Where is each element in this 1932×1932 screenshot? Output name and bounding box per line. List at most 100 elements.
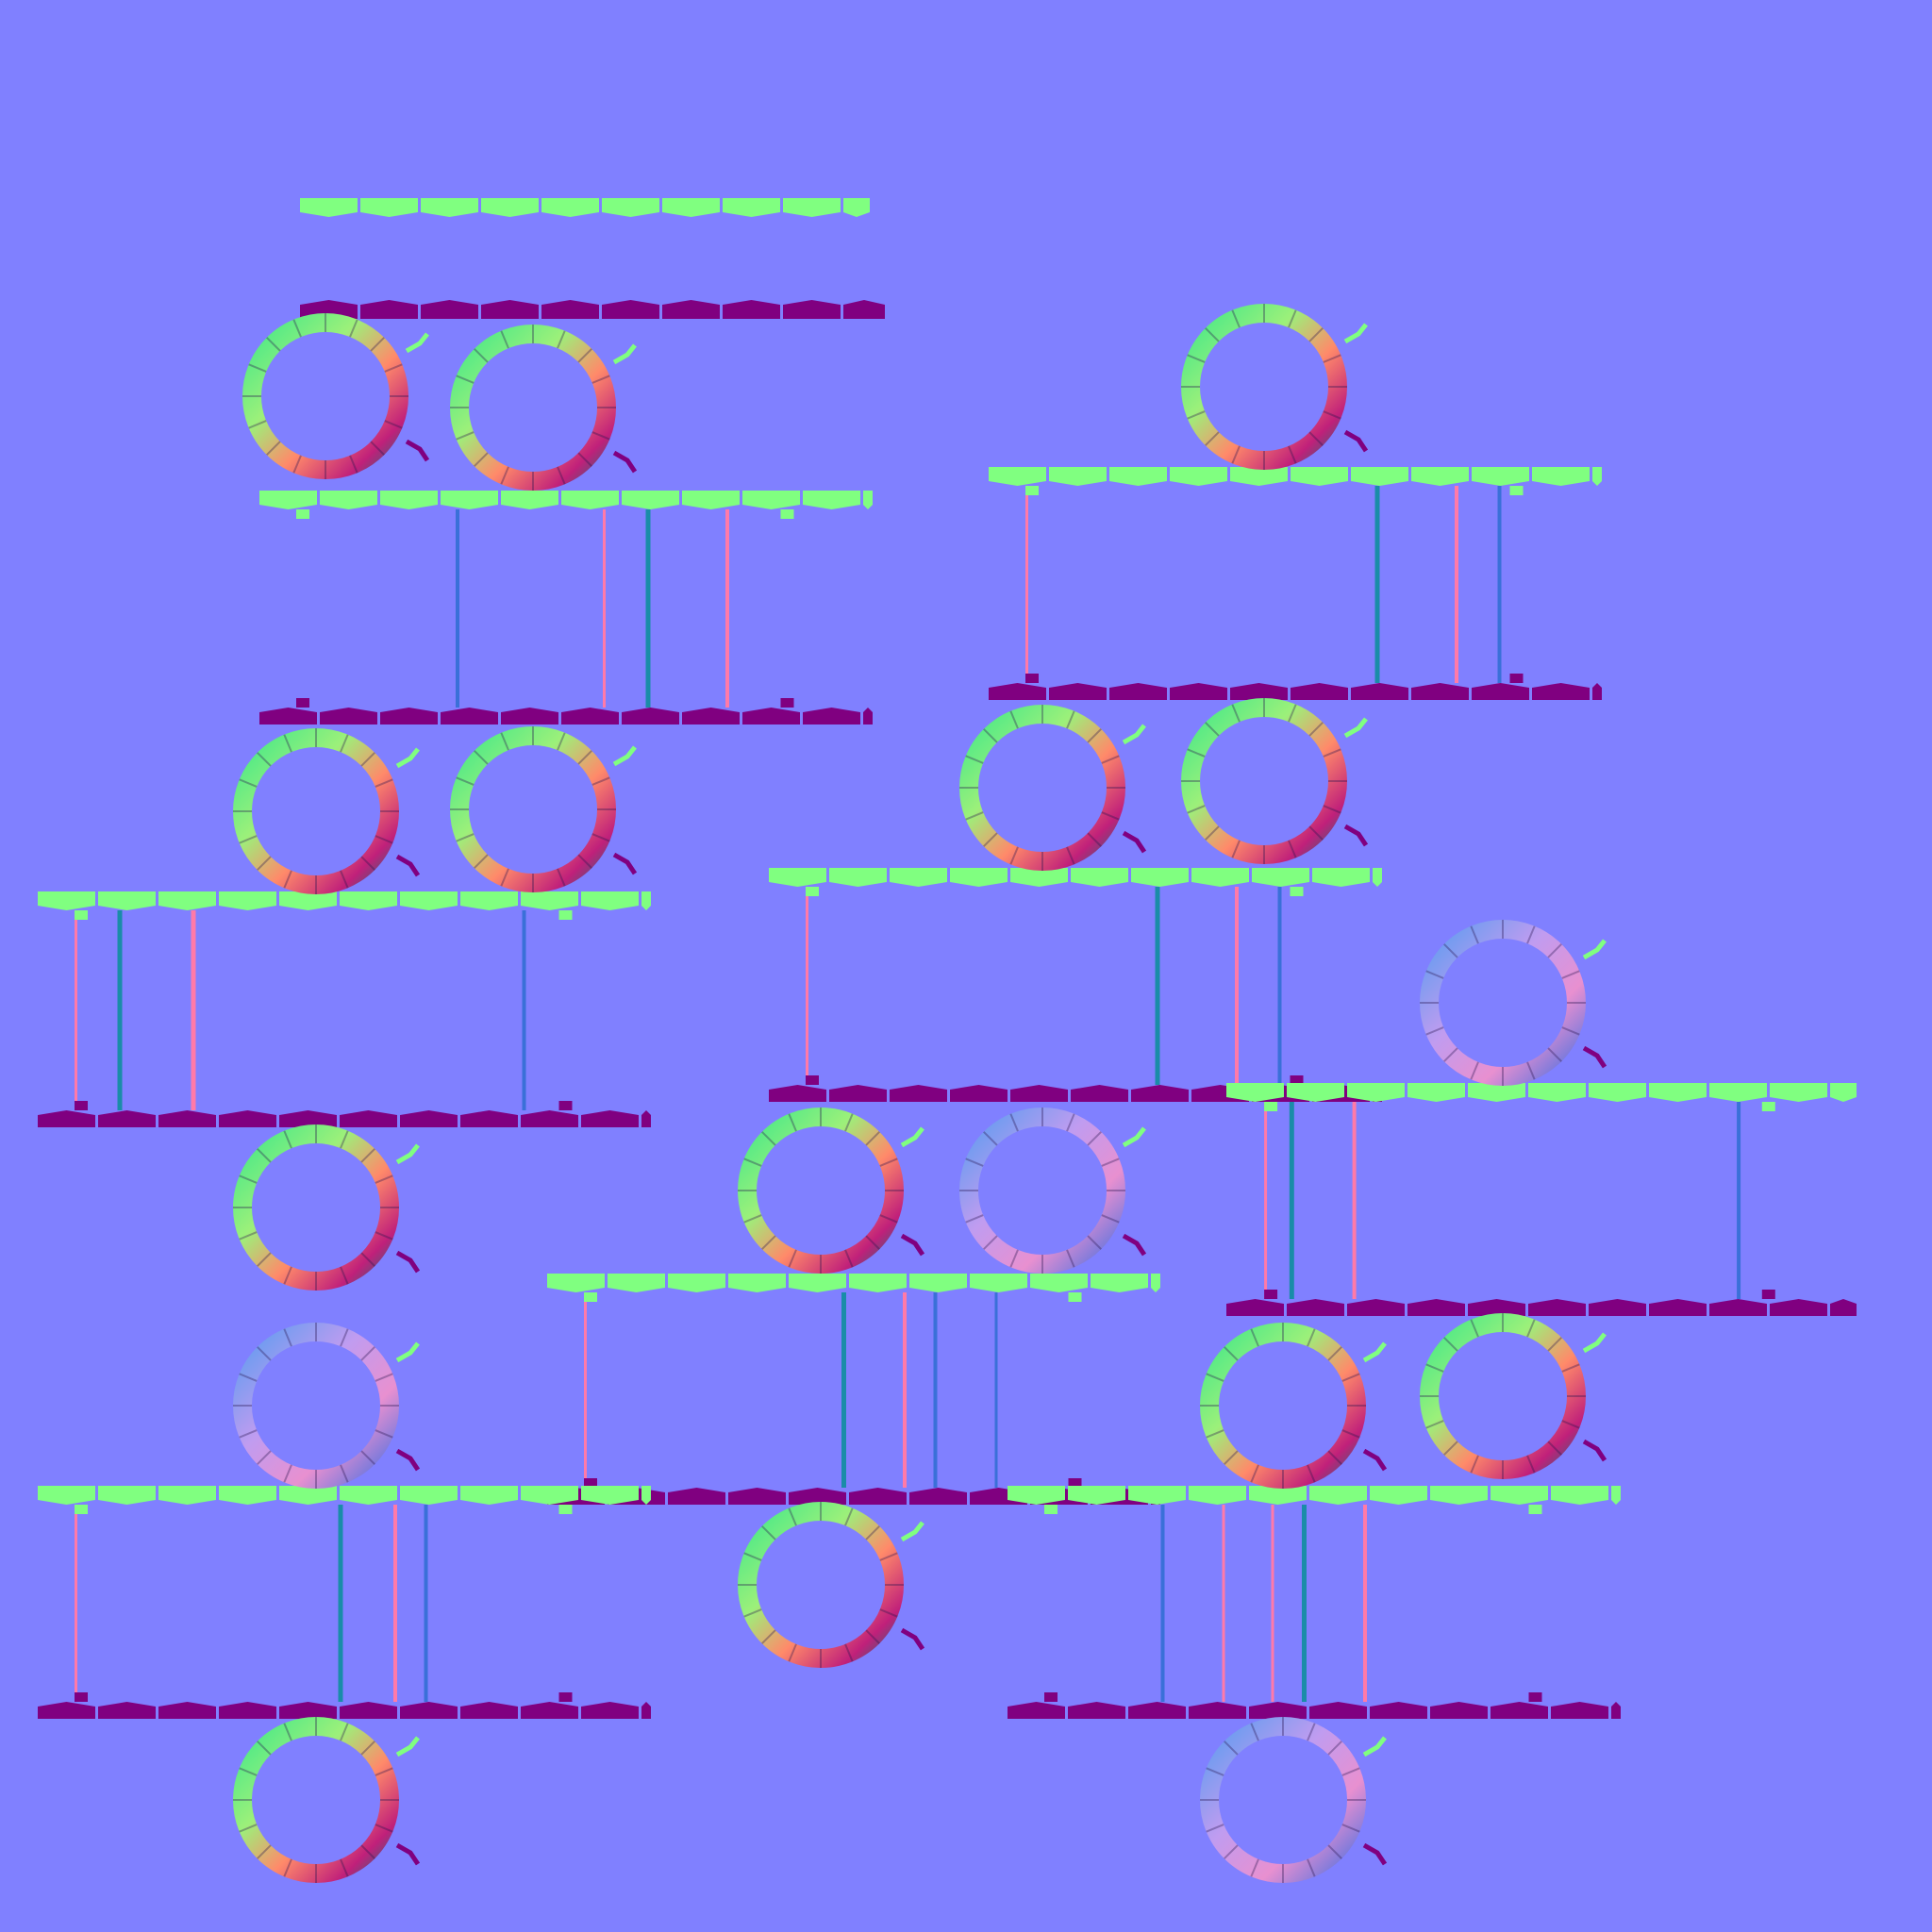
frame-post [1497, 486, 1502, 683]
ring-segment-divider [1206, 1824, 1224, 1833]
ring-segment-divider [360, 1844, 375, 1859]
top-bar-segment [843, 198, 870, 217]
ring-segment-divider [360, 752, 375, 767]
frame-top-strip-segment [1287, 1083, 1344, 1102]
frame-bottom-strip-segment [622, 708, 679, 724]
frame-top-strip-segment [38, 891, 95, 910]
ring-segment-divider [743, 1608, 762, 1618]
ring-segment-divider [788, 1507, 797, 1526]
frame-bottom-strip-segment [1589, 1299, 1646, 1316]
frame-bottom-strip-segment [1709, 1299, 1767, 1316]
ring-segment-divider [1206, 1373, 1224, 1382]
ring-segment-divider [349, 455, 358, 474]
frame-bottom-strip-segment [219, 1702, 276, 1719]
frame-bottom-strip-segment [1128, 1702, 1186, 1719]
frame-bottom-strip-segment [742, 708, 800, 724]
frame-bottom-strip-segment [668, 1488, 725, 1505]
ring-segment-divider [1327, 1346, 1342, 1361]
ring-tab [1122, 830, 1147, 854]
ring-segment-divider [1547, 943, 1562, 958]
frame-top-strip-segment [728, 1274, 786, 1292]
frame-top-strip-segment [1532, 467, 1590, 486]
ring-segment-divider [360, 1740, 375, 1756]
ring-segment-divider [844, 1643, 854, 1662]
ring-segment-divider [1224, 1740, 1239, 1756]
ring-tab [1343, 824, 1369, 847]
frame-top-bracket [1025, 486, 1039, 495]
ring-segment-divider [1307, 1858, 1316, 1877]
frame-top-strip-segment [1068, 1486, 1125, 1505]
ring-segment-divider [865, 1629, 880, 1644]
ring-segment-divider [1250, 1858, 1259, 1877]
frame-bottom-strip-segment [769, 1085, 826, 1102]
ring-segment-divider [743, 1214, 762, 1224]
ring-segment-divider [557, 330, 566, 349]
ring-segment-divider [1087, 728, 1102, 743]
frame-bottom-strip-segment [1109, 683, 1167, 700]
top-bar-segment [783, 198, 841, 217]
top-bar-lower-segment [602, 300, 659, 319]
ring-tab [1582, 1332, 1607, 1354]
frame-foot [296, 698, 309, 708]
frame-top-strip-segment [668, 1274, 725, 1292]
ring-wheel [233, 1323, 399, 1489]
ring-segment-divider [375, 1429, 393, 1439]
frame-bottom-strip-segment [1008, 1702, 1065, 1719]
frame-top-strip-segment [1008, 1486, 1065, 1505]
ring-segment-divider [257, 1450, 272, 1465]
ring-segment-divider [879, 1158, 898, 1167]
frame-bottom-strip-segment [829, 1085, 887, 1102]
ring-segment-divider [1288, 704, 1297, 723]
frame-bottom-strip-segment [1649, 1299, 1707, 1316]
ring-segment-divider [743, 1552, 762, 1561]
frame-top-strip-segment [1351, 467, 1408, 486]
ring-segment-divider [1087, 1131, 1102, 1146]
ring-segment-divider [456, 431, 475, 441]
frame-bottom-strip-segment [279, 1702, 337, 1719]
frame-top-bracket [1068, 1292, 1082, 1302]
ring-segment-divider [360, 1346, 375, 1361]
ring-tab [395, 747, 420, 769]
frame-post [1289, 1102, 1294, 1299]
frame-bottom-strip-segment [219, 1110, 276, 1127]
frame-foot [75, 1101, 88, 1110]
frame-bottom-strip-segment [1071, 1085, 1128, 1102]
ring-wheel [242, 313, 408, 479]
frame-foot [1761, 1290, 1775, 1299]
frame-top-strip-segment [521, 1486, 578, 1505]
ring-segment-divider [1087, 832, 1102, 847]
frame-post [1363, 1505, 1367, 1702]
frame-top-strip-segment [890, 868, 947, 887]
frame-bottom-strip-segment [950, 1085, 1008, 1102]
ring-segment-divider [349, 319, 358, 338]
ring-segment-divider [1187, 354, 1206, 363]
ring-tab [612, 745, 637, 767]
ring-segment-divider [257, 752, 272, 767]
frame-bottom-strip-segment [849, 1488, 907, 1505]
ring-segment-divider [340, 1723, 349, 1741]
ring-tab [395, 1448, 421, 1472]
ring-tab [900, 1521, 924, 1542]
ring-segment-divider [340, 870, 349, 889]
frame-top-strip-segment [1770, 1083, 1827, 1102]
ring-tab [395, 1250, 421, 1274]
frame-top-strip-segment [1230, 467, 1288, 486]
ring-segment-divider [1066, 846, 1075, 865]
frame-bottom-strip-segment [1551, 1702, 1608, 1719]
frame-bottom-strip-segment [1532, 683, 1590, 700]
frame-bottom-strip-segment [98, 1702, 156, 1719]
ring-tab [395, 1736, 420, 1757]
ring-segment-divider [1231, 445, 1241, 464]
ring-segment-divider [239, 1373, 258, 1382]
ring-segment-divider [474, 348, 489, 363]
frame-bottom-strip-segment [863, 708, 873, 724]
frame-foot [1068, 1478, 1082, 1488]
top-bar-lower-segment [541, 300, 599, 319]
frame-top-strip-segment [1030, 1274, 1088, 1292]
frame-top-strip-segment [158, 891, 216, 910]
frame-top-strip-segment [98, 891, 156, 910]
ring-segment-divider [965, 811, 984, 821]
frame-bottom-strip-segment [1528, 1299, 1586, 1316]
frame-bottom-strip-segment [38, 1702, 95, 1719]
frame-top-strip-segment [1649, 1083, 1707, 1102]
